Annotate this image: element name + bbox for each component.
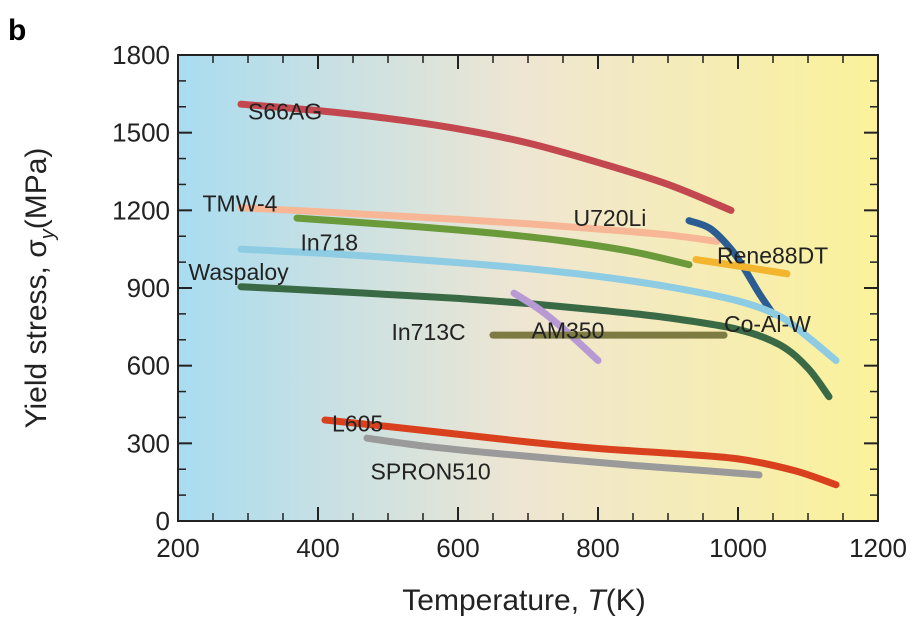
y-axis-title-symbol: σ	[20, 239, 53, 258]
x-axis-title-unit: (K)	[606, 584, 646, 617]
x-axis-title-var: T	[587, 584, 608, 617]
y-axis-title-prefix: Yield stress,	[20, 258, 53, 429]
y-axis-title-unit: (MPa)	[20, 148, 53, 230]
series-line-in718	[293, 214, 693, 269]
series-line-rene88dt	[692, 256, 791, 278]
series-line-tmw-4	[237, 204, 721, 245]
x-tick-label: 1200	[849, 533, 907, 563]
series-line-waspaloy	[237, 283, 833, 401]
x-tick-label: 1000	[709, 533, 767, 563]
y-tick-label: 900	[127, 273, 170, 303]
series-line-u720li	[685, 217, 777, 318]
y-tick-label: 1200	[112, 195, 170, 225]
x-tick-label: 600	[436, 533, 479, 563]
y-tick-label: 300	[127, 428, 170, 458]
series-line-am350	[510, 289, 602, 364]
series-line-s66ag	[237, 100, 735, 214]
series-line-l605	[321, 416, 840, 489]
series-label-spron510: SPRON510	[371, 459, 491, 485]
series-line-co-al-w	[237, 245, 840, 364]
y-tick-label: 0	[156, 506, 170, 536]
x-axis-title-prefix: Temperature,	[402, 584, 587, 617]
y-tick-label: 600	[127, 351, 170, 381]
series-line-spron510	[363, 434, 763, 479]
series-label-tmw-4: TMW-4	[203, 191, 278, 217]
series-label-l605: L605	[332, 411, 383, 437]
x-tick-label: 200	[156, 533, 199, 563]
series-label-waspaloy: Waspaloy	[189, 259, 290, 285]
series-label-in718: In718	[301, 229, 359, 255]
series-label-in713c: In713C	[392, 319, 466, 345]
series-label-co-al-w: Co-Al-W	[724, 311, 811, 337]
x-tick-label: 800	[576, 533, 619, 563]
y-tick-label: 1800	[112, 40, 170, 70]
x-tick-label: 400	[296, 533, 339, 563]
y-tick-label: 1500	[112, 118, 170, 148]
series-label-rene88dt: Rene88DT	[717, 242, 828, 268]
x-axis-title: Temperature, T(K)	[402, 584, 645, 617]
series-label-u720li: U720Li	[574, 205, 647, 231]
panel-label: b	[8, 14, 26, 47]
y-axis-title: Yield stress, σy(MPa)	[20, 148, 59, 429]
y-axis-title-subscript: y	[37, 228, 59, 241]
series-label-am350: AM350	[532, 317, 605, 343]
series-label-s66ag: S66AG	[248, 99, 322, 125]
